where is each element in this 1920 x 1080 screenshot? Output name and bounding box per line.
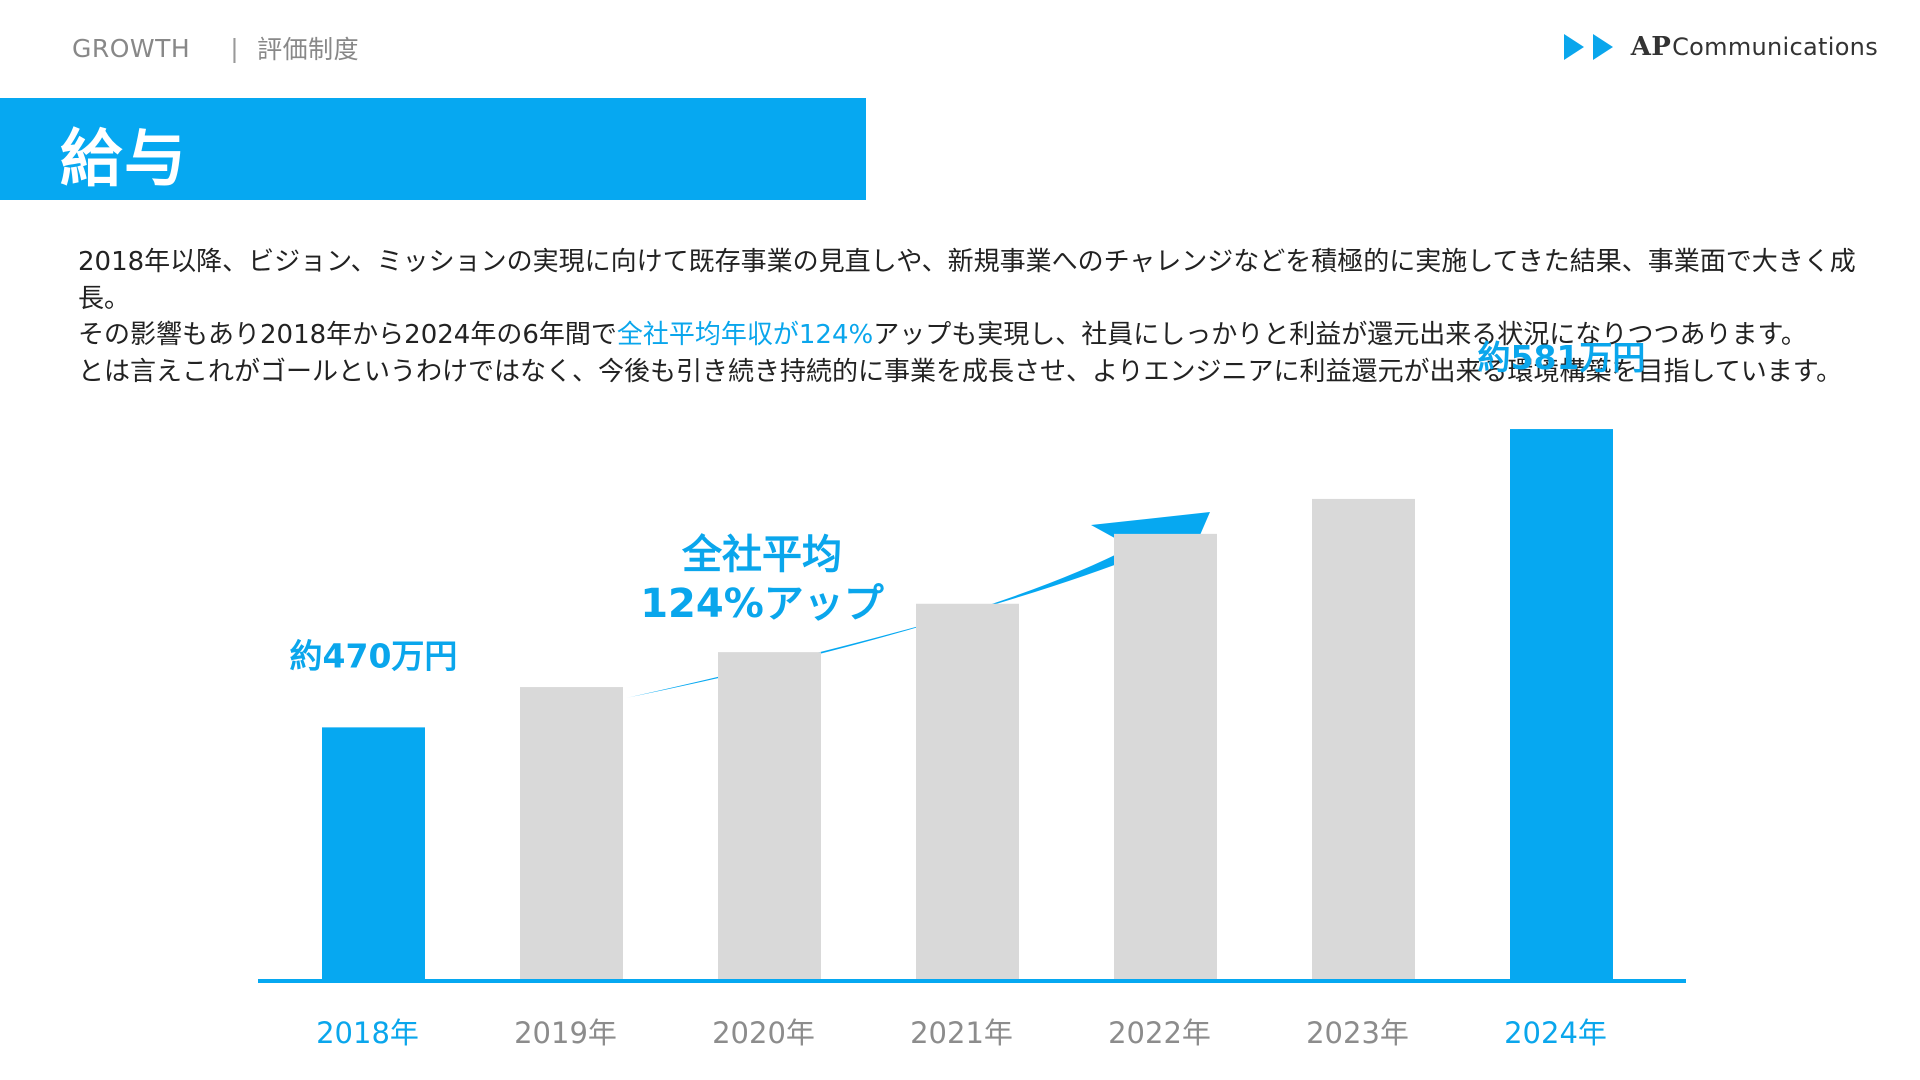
x-tick-label: 2018年 <box>316 1016 419 1050</box>
intro-paragraph-2: その影響もあり2018年から2024年の6年間で全社平均年収が124%アップも実… <box>78 317 1878 354</box>
intro-paragraph-3: とは言えこれがゴールというわけではなく、今後も引き続き持続的に事業を成長させ、よ… <box>78 356 1843 387</box>
breadcrumb-page: 評価制度 <box>257 35 360 64</box>
annotation-line-1: 全社平均 <box>681 532 842 578</box>
intro-text-after: アップも実現し、社員にしっかりと利益が還元出来る状況になりつつあります。 <box>873 320 1807 350</box>
x-tick-label: 2020年 <box>712 1016 815 1050</box>
breadcrumb-separator: | <box>230 33 240 63</box>
bar-2024年 <box>1510 429 1613 980</box>
intro-text-before: その影響もあり2018年から2024年の6年間で <box>78 320 617 350</box>
x-tick-label: 2022年 <box>1108 1016 1211 1050</box>
data-label: 約581万円 <box>1478 338 1646 377</box>
logo-name-text: Communications <box>1672 33 1878 61</box>
bar-2022年 <box>1114 533 1217 980</box>
x-tick-label: 2023年 <box>1306 1016 1409 1050</box>
bar-2018年 <box>322 727 425 980</box>
bar-2020年 <box>718 652 821 980</box>
bar-2023年 <box>1312 498 1415 980</box>
intro-text: 2018年以降、ビジョン、ミッションの実現に向けて既存事業の見直しや、新規事業へ… <box>78 244 1878 390</box>
data-label: 約470万円 <box>290 636 458 675</box>
bar-2019年 <box>520 687 623 980</box>
annotation-line-2: 124%アップ <box>640 581 884 627</box>
play-arrow-icon <box>1563 34 1584 60</box>
x-tick-label: 2021年 <box>910 1016 1013 1050</box>
page-title: 給与 <box>60 122 189 195</box>
growth-arrow-icon <box>626 512 1210 698</box>
breadcrumb: GROWTH | 評価制度 <box>72 30 359 66</box>
breadcrumb-section: GROWTH <box>72 33 191 63</box>
title-band: 給与 <box>0 98 866 200</box>
bar-2021年 <box>916 603 1019 980</box>
play-arrow-icon <box>1592 34 1613 60</box>
intro-paragraph-1: 2018年以降、ビジョン、ミッションの実現に向けて既存事業の見直しや、新規事業へ… <box>78 247 1856 314</box>
logo-brand-text: AP <box>1630 32 1672 62</box>
x-tick-label: 2019年 <box>514 1016 617 1050</box>
highlight-text: 全社平均年収が124% <box>616 320 874 350</box>
x-tick-label: 2024年 <box>1504 1016 1607 1050</box>
company-logo: AP Communications <box>1563 32 1878 62</box>
